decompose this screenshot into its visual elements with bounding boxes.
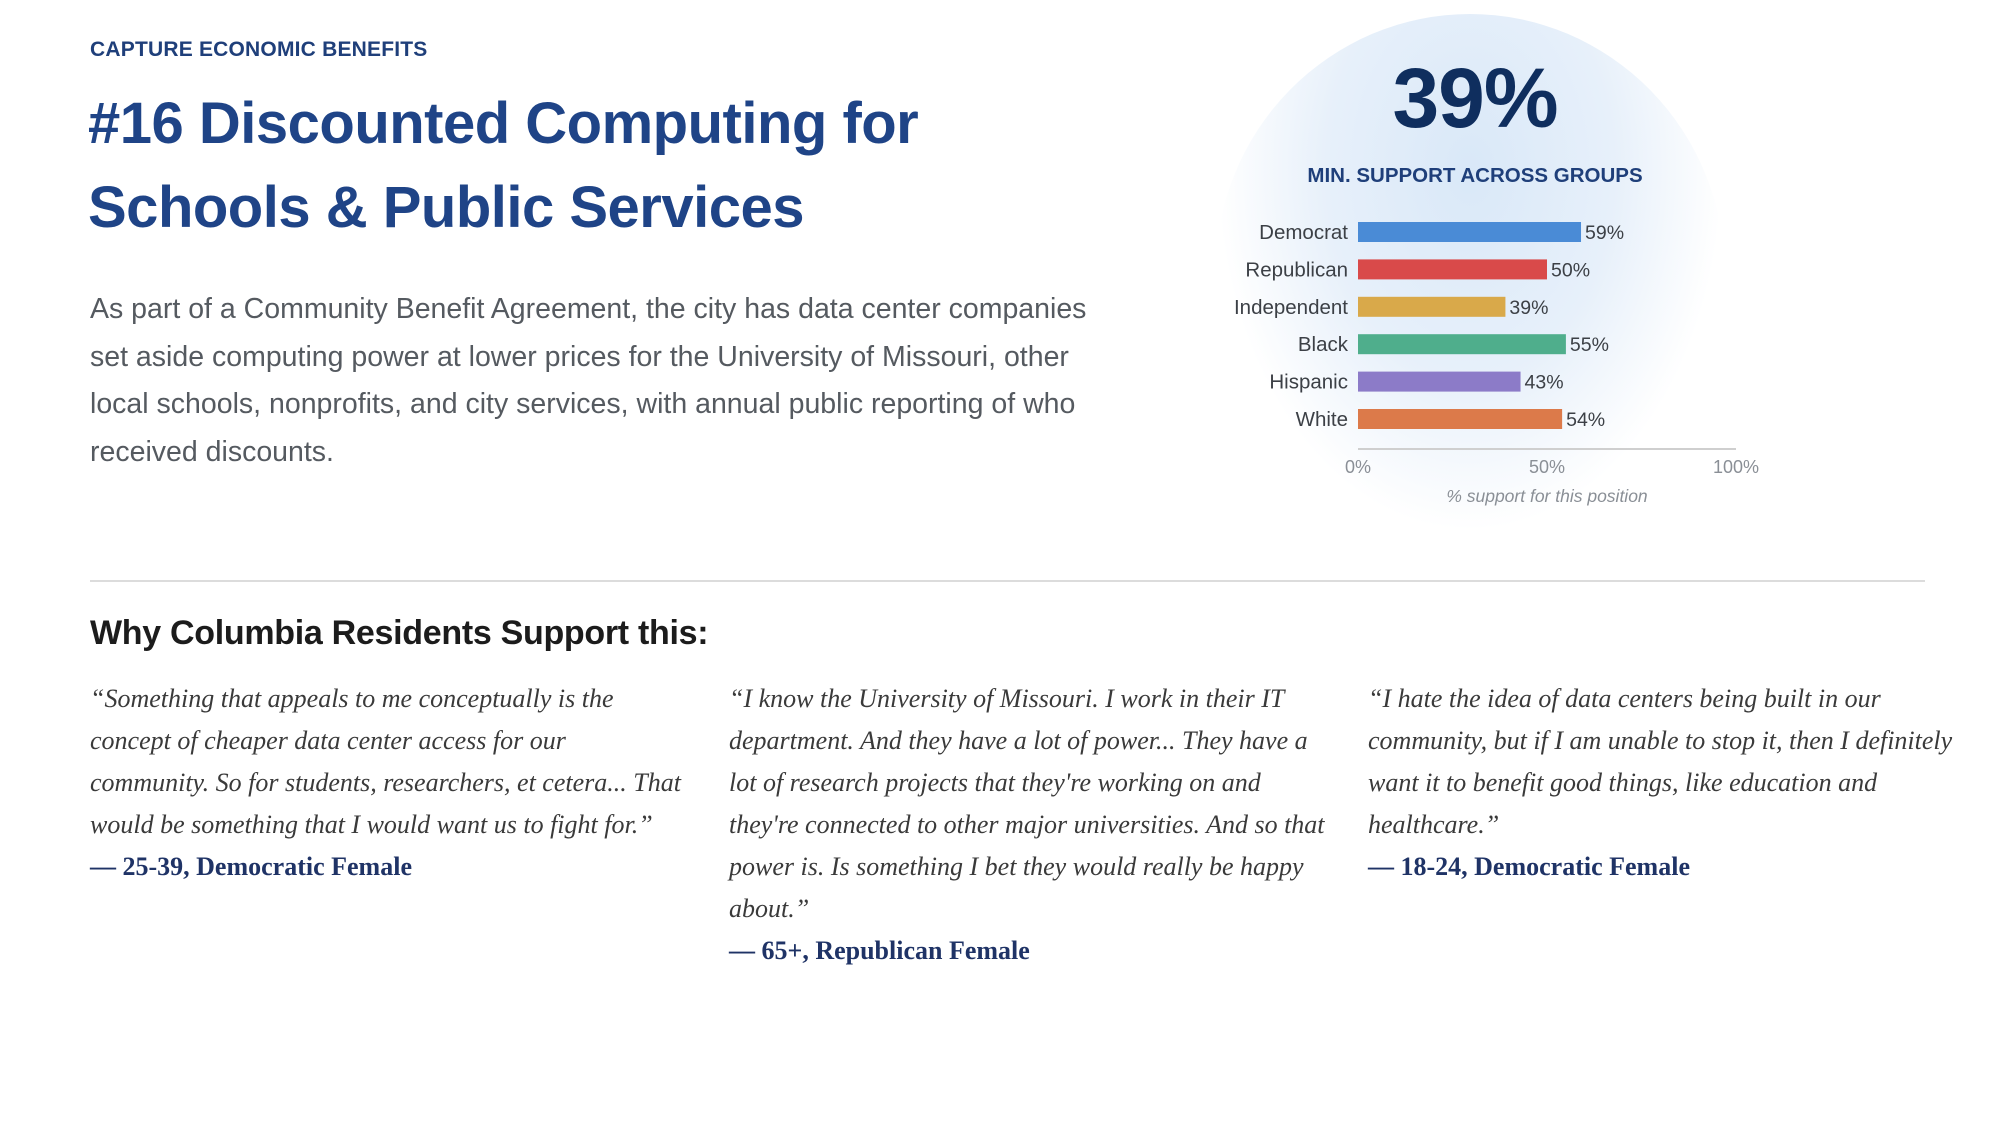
bar-value-label: 55% xyxy=(1570,334,1609,356)
bar-value-label: 39% xyxy=(1509,297,1548,319)
min-support-label: MIN. SUPPORT ACROSS GROUPS xyxy=(1307,164,1643,187)
support-bar-chart: Democrat 59% Republican 50% Independent 39% Bl… xyxy=(1234,221,1759,506)
quote-card: “I hate the idea of data centers being b… xyxy=(1368,678,1968,888)
section-eyebrow: CAPTURE ECONOMIC BENEFITS xyxy=(90,38,428,61)
category-label: Republican xyxy=(1245,258,1348,281)
quote-text: “Something that appeals to me conceptual… xyxy=(90,684,681,839)
category-label: Independent xyxy=(1234,296,1348,319)
quote-attribution: — 25-39, Democratic Female xyxy=(90,852,412,881)
category-label: Hispanic xyxy=(1269,371,1348,394)
bar-white xyxy=(1358,409,1563,429)
x-tick-label: 0% xyxy=(1345,457,1371,477)
x-tick-label: 50% xyxy=(1529,457,1565,477)
bar-democrat xyxy=(1358,222,1582,242)
policy-description: As part of a Community Benefit Agreement… xyxy=(90,293,1087,468)
bar-value-label: 54% xyxy=(1566,409,1605,431)
bar-republican xyxy=(1358,259,1547,280)
bar-black xyxy=(1358,334,1566,355)
x-tick-label: 100% xyxy=(1713,457,1759,477)
x-axis-title: % support for this position xyxy=(1446,486,1647,506)
quotes-section-title: Why Columbia Residents Support this: xyxy=(90,614,709,652)
quote-text: “I know the University of Missouri. I wo… xyxy=(729,684,1325,923)
category-label: White xyxy=(1296,408,1348,431)
quote-attribution: — 18-24, Democratic Female xyxy=(1368,852,1690,881)
page-title: #16 Discounted Computing for Schools & P… xyxy=(88,91,919,240)
bar-hispanic xyxy=(1358,371,1521,392)
min-support-value: 39% xyxy=(1392,51,1558,145)
quote-attribution: — 65+, Republican Female xyxy=(729,936,1030,965)
category-label: Black xyxy=(1298,333,1349,356)
quote-text: “I hate the idea of data centers being b… xyxy=(1368,684,1953,839)
quote-card: “Something that appeals to me conceptual… xyxy=(90,678,690,888)
section-divider xyxy=(90,580,1925,582)
category-label: Democrat xyxy=(1259,221,1348,244)
bar-value-label: 59% xyxy=(1585,222,1624,244)
bar-independent xyxy=(1358,296,1506,317)
bar-value-label: 43% xyxy=(1525,372,1564,394)
bar-value-label: 50% xyxy=(1551,259,1590,281)
quote-card: “I know the University of Missouri. I wo… xyxy=(729,678,1329,972)
